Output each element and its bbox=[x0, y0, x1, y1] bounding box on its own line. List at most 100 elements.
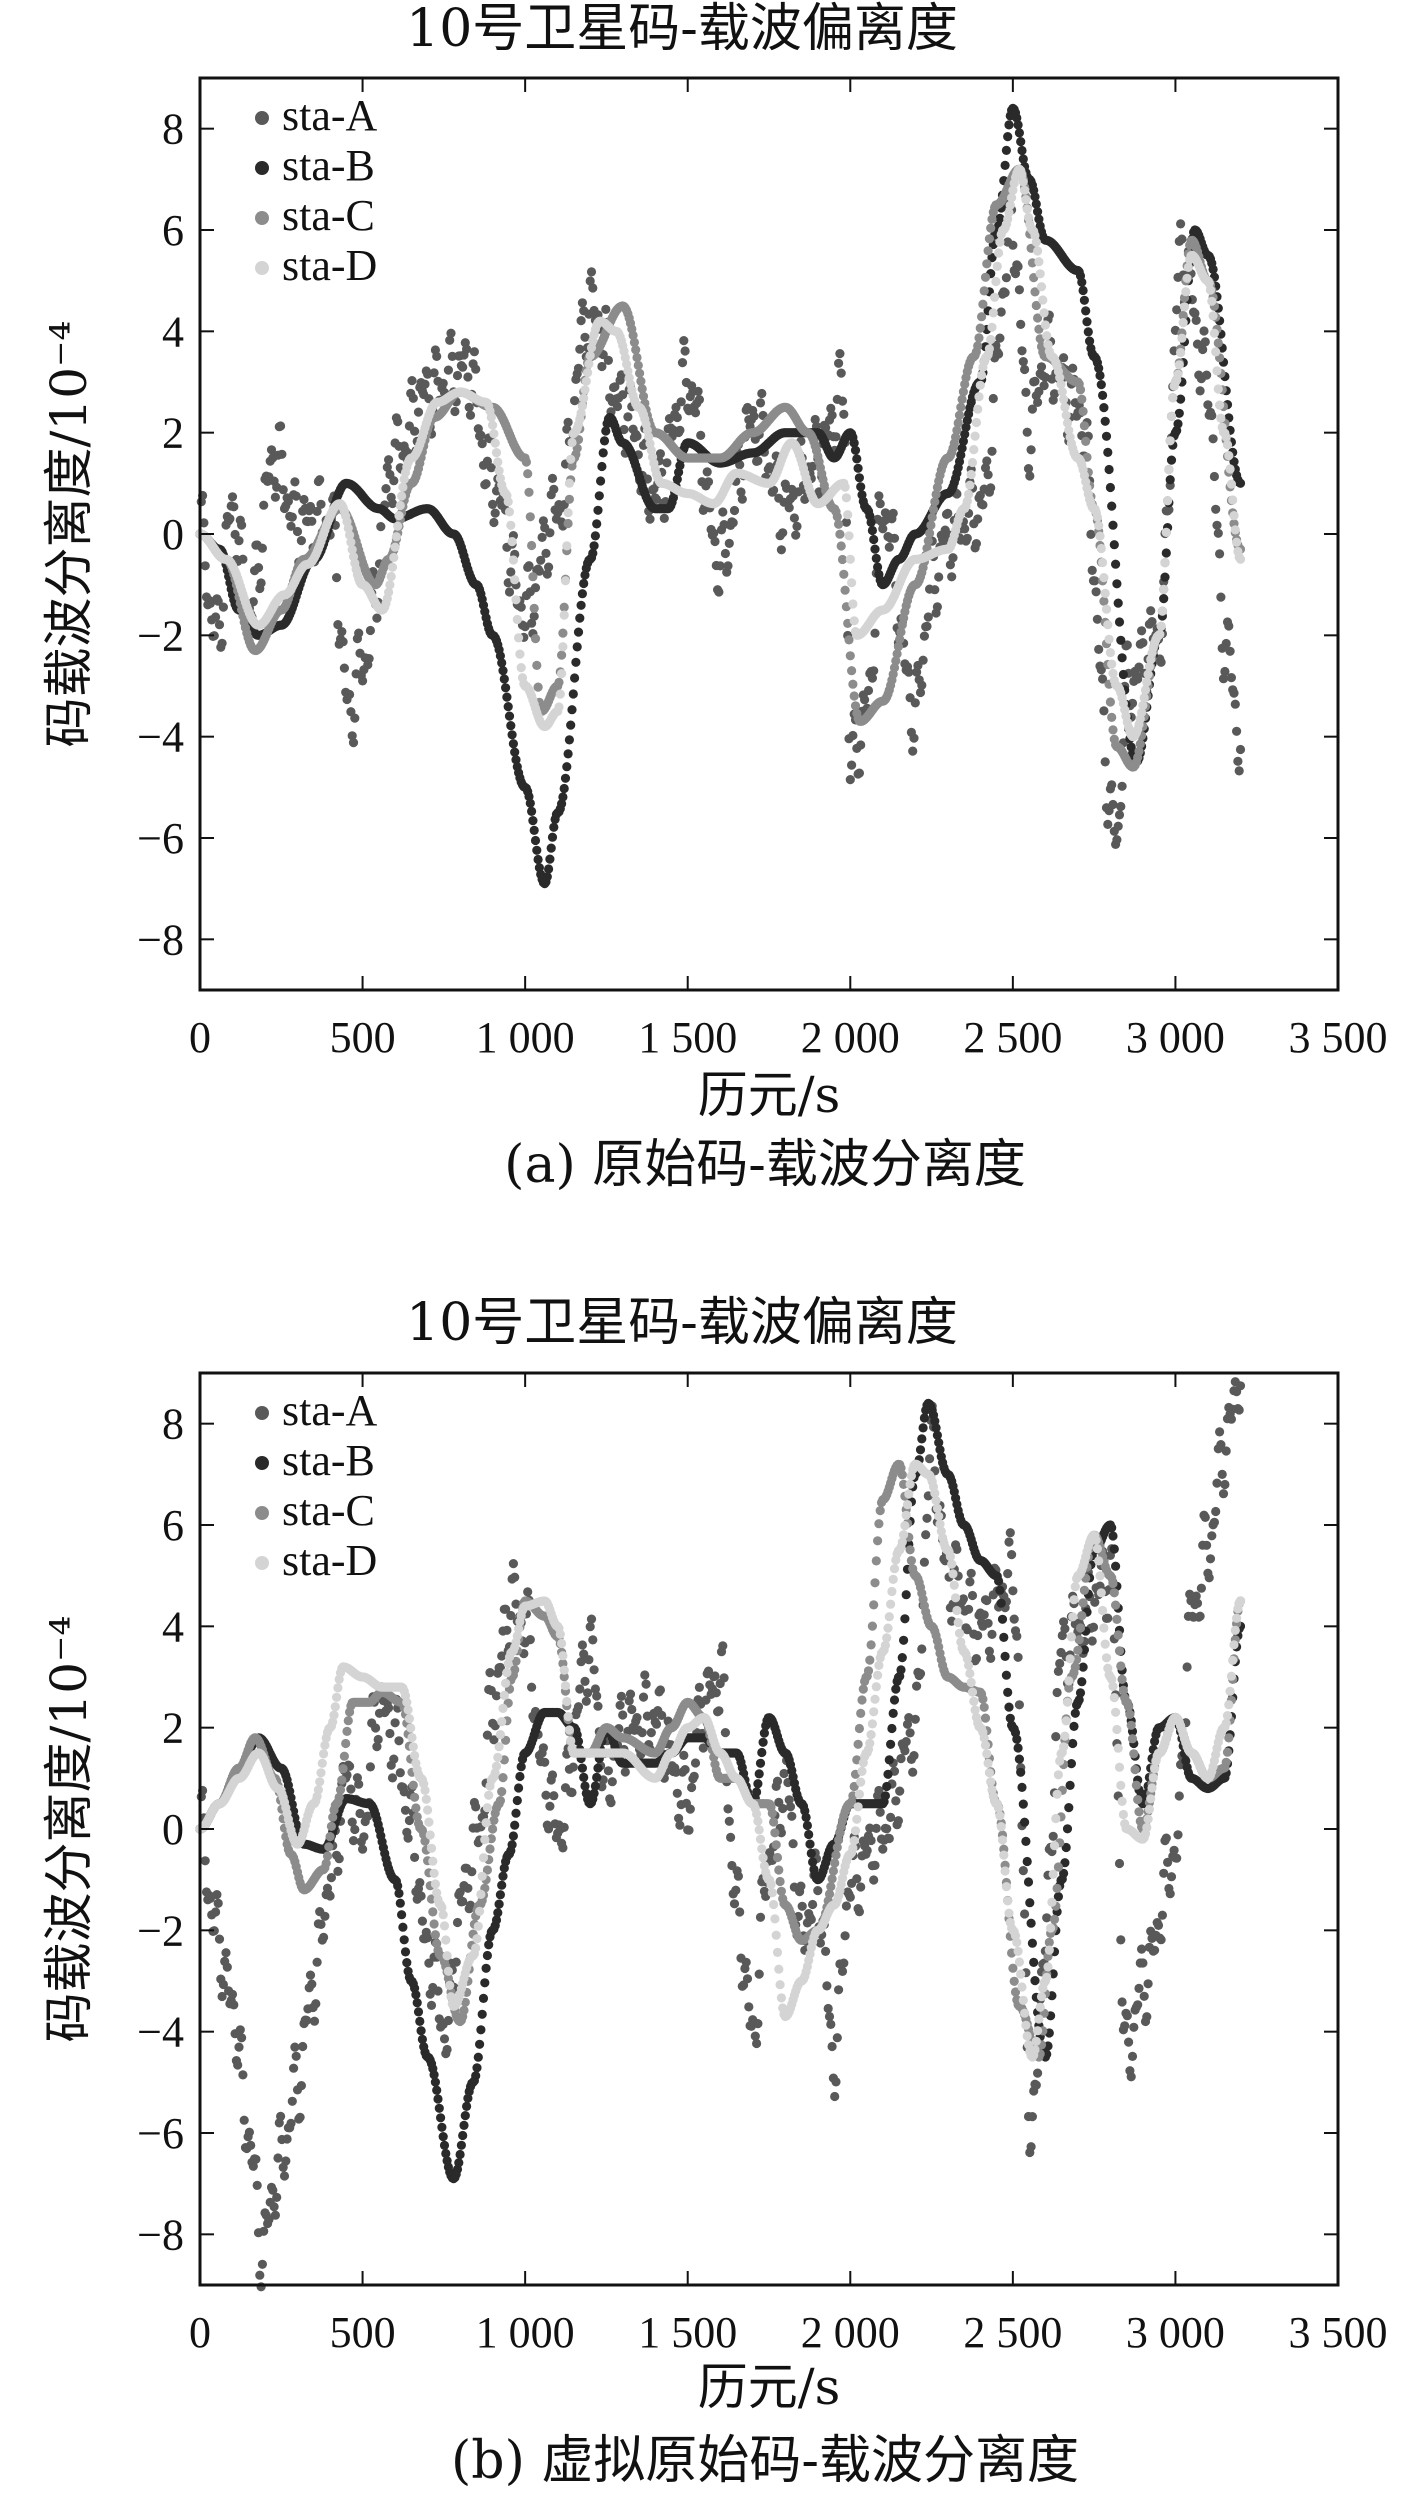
data-point bbox=[385, 1728, 395, 1739]
data-point bbox=[365, 625, 375, 636]
data-point bbox=[527, 540, 537, 551]
data-point bbox=[662, 458, 672, 468]
data-point bbox=[1109, 1544, 1119, 1554]
data-point bbox=[676, 397, 686, 407]
data-point bbox=[982, 456, 992, 466]
data-point bbox=[871, 553, 881, 564]
data-point bbox=[724, 538, 734, 549]
data-point bbox=[510, 1820, 520, 1830]
data-point bbox=[588, 283, 598, 293]
data-point bbox=[523, 1587, 533, 1597]
data-point bbox=[276, 2111, 286, 2121]
data-point bbox=[1031, 199, 1041, 209]
data-point bbox=[922, 1513, 932, 1523]
data-point bbox=[983, 246, 993, 256]
data-point bbox=[567, 437, 577, 448]
data-point bbox=[1226, 673, 1236, 683]
data-point bbox=[1018, 1866, 1028, 1876]
data-point bbox=[387, 1773, 398, 1783]
data-point bbox=[1108, 1531, 1118, 1541]
data-point bbox=[672, 1788, 682, 1798]
data-point bbox=[1060, 1624, 1070, 1634]
y-tick-label: −2 bbox=[137, 611, 184, 660]
data-point bbox=[547, 1770, 558, 1780]
data-point bbox=[854, 1907, 865, 1917]
data-point bbox=[1027, 404, 1037, 414]
data-point bbox=[1016, 1767, 1026, 1777]
data-point bbox=[395, 1768, 405, 1778]
data-point bbox=[1018, 357, 1028, 367]
data-point bbox=[1000, 1651, 1010, 1661]
data-point bbox=[495, 651, 505, 661]
data-point bbox=[270, 492, 280, 502]
data-point bbox=[679, 1750, 689, 1760]
data-point bbox=[988, 393, 998, 404]
data-point bbox=[1200, 1512, 1210, 1522]
data-point bbox=[840, 585, 850, 595]
data-point bbox=[562, 762, 572, 772]
data-point bbox=[806, 1848, 816, 1858]
data-point bbox=[659, 513, 669, 524]
data-point bbox=[850, 445, 861, 455]
data-point bbox=[977, 312, 987, 322]
data-point bbox=[1235, 1381, 1246, 1391]
data-point bbox=[1099, 706, 1109, 716]
data-point bbox=[994, 248, 1004, 258]
data-point bbox=[919, 1557, 930, 1567]
data-point bbox=[1163, 1857, 1173, 1867]
data-point bbox=[1232, 726, 1242, 736]
data-point bbox=[1003, 132, 1013, 142]
data-point bbox=[919, 1413, 930, 1423]
data-point bbox=[316, 1919, 326, 1929]
data-point bbox=[930, 585, 940, 595]
data-point bbox=[1036, 282, 1047, 292]
data-point bbox=[852, 454, 862, 464]
data-point bbox=[524, 561, 534, 571]
data-point bbox=[632, 352, 642, 363]
data-point bbox=[341, 1738, 351, 1749]
data-point bbox=[581, 376, 591, 386]
data-point bbox=[1166, 411, 1177, 421]
data-point bbox=[878, 1844, 888, 1854]
data-point bbox=[1192, 1598, 1203, 1608]
data-point bbox=[616, 1691, 627, 1701]
data-point bbox=[1209, 328, 1219, 338]
panel-caption: (a) 原始码-载波分离度 bbox=[504, 1135, 1026, 1195]
data-point bbox=[645, 439, 655, 449]
data-point bbox=[593, 1763, 603, 1773]
data-point bbox=[462, 344, 472, 354]
data-point bbox=[472, 2063, 482, 2073]
data-point bbox=[805, 1839, 815, 1849]
data-point bbox=[637, 1728, 647, 1738]
data-point bbox=[1156, 621, 1166, 632]
data-point bbox=[511, 1599, 521, 1609]
data-point bbox=[962, 1625, 972, 1635]
data-point bbox=[597, 461, 607, 472]
data-point bbox=[792, 521, 802, 532]
data-point bbox=[687, 1782, 697, 1793]
data-point bbox=[896, 1665, 906, 1675]
data-point bbox=[1062, 418, 1073, 428]
data-point bbox=[1164, 505, 1174, 515]
data-point bbox=[523, 469, 533, 479]
data-point bbox=[971, 539, 982, 549]
data-point bbox=[1166, 1872, 1177, 1882]
data-point bbox=[563, 508, 573, 518]
data-point bbox=[848, 679, 858, 689]
data-point bbox=[897, 620, 907, 630]
data-point bbox=[1211, 1506, 1221, 1517]
data-point bbox=[977, 370, 987, 380]
data-point bbox=[200, 1856, 210, 1866]
data-point bbox=[333, 620, 343, 630]
data-point bbox=[675, 425, 685, 435]
data-point bbox=[1178, 310, 1188, 321]
data-point bbox=[495, 1662, 505, 1673]
data-point bbox=[1033, 246, 1043, 256]
data-point bbox=[599, 436, 610, 446]
data-point bbox=[467, 1867, 477, 1877]
data-point bbox=[1096, 543, 1106, 554]
data-point bbox=[1107, 501, 1117, 511]
data-point bbox=[843, 510, 853, 520]
data-point bbox=[1101, 604, 1112, 614]
